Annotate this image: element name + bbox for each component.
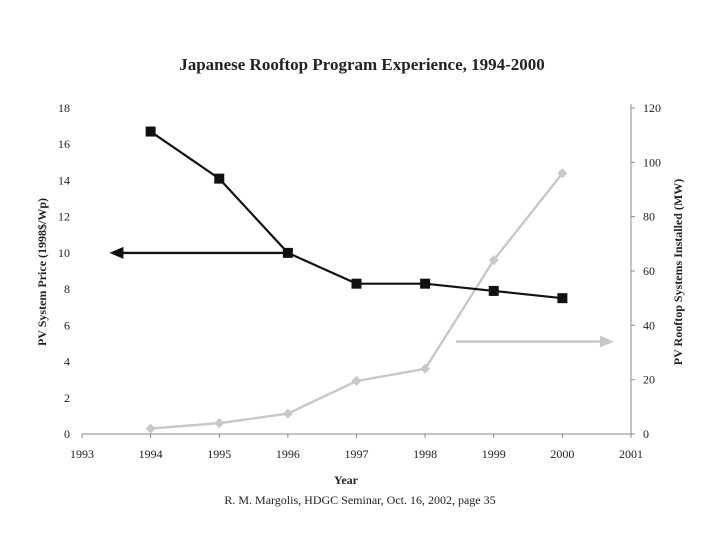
- installed-point: [214, 418, 225, 429]
- y-tick-label: 2: [64, 391, 70, 405]
- price-point: [488, 285, 499, 296]
- y2-tick-label: 20: [643, 373, 655, 387]
- x-axis-label: Year: [334, 473, 359, 487]
- y-tick-label: 6: [64, 318, 70, 332]
- y-tick-label: 10: [58, 246, 70, 260]
- x-tick-label: 1997: [345, 447, 369, 461]
- x-tick-label: 1995: [207, 447, 231, 461]
- installed-point: [351, 376, 362, 387]
- y2-tick-label: 60: [643, 264, 655, 278]
- x-tick-label: 1993: [70, 447, 94, 461]
- left-axis-ticks: 0 2 4 6 8 10 12 14 16 18: [58, 101, 70, 441]
- y-tick-label: 14: [58, 173, 70, 187]
- series-price: [145, 126, 568, 304]
- annotation-arrows: [109, 246, 614, 348]
- y2-tick-label: 120: [643, 101, 661, 115]
- price-point: [351, 278, 362, 289]
- installed-point: [557, 168, 568, 179]
- series-installed: [145, 168, 568, 434]
- price-point: [214, 173, 225, 184]
- x-tick-label: 2001: [619, 447, 643, 461]
- x-tick-label: 2000: [550, 447, 574, 461]
- y-tick-label: 4: [64, 355, 70, 369]
- x-tick-label: 1999: [482, 447, 506, 461]
- installed-point: [282, 408, 293, 419]
- x-tick-label: 1996: [276, 447, 300, 461]
- installed-point: [145, 423, 156, 434]
- y-tick-label: 16: [58, 137, 70, 151]
- y2-tick-label: 100: [643, 155, 661, 169]
- axes: [82, 104, 635, 435]
- x-tick-label: 1998: [413, 447, 437, 461]
- installed-point: [488, 255, 499, 266]
- y2-tick-label: 40: [643, 318, 655, 332]
- y2-tick-label: 0: [643, 427, 649, 441]
- y-tick-label: 18: [58, 101, 70, 115]
- y-tick-label: 0: [64, 427, 70, 441]
- y2-axis-label: PV Rooftop Systems Installed (MW): [671, 179, 685, 365]
- price-line: [150, 130, 563, 300]
- y-tick-label: 12: [58, 210, 70, 224]
- right-axis-ticks: 0 20 40 60 80 100 120: [631, 101, 661, 441]
- price-point: [557, 293, 568, 304]
- y-axis-label: PV System Price (1998$/Wp): [35, 198, 49, 346]
- chart-title: Japanese Rooftop Program Experience, 199…: [179, 55, 545, 74]
- installed-line: [150, 172, 564, 430]
- footer-citation: R. M. Margolis, HDGC Seminar, Oct. 16, 2…: [224, 493, 496, 507]
- price-point: [420, 278, 431, 289]
- arrow-right-icon: [599, 335, 614, 348]
- x-axis-ticks: 1993 1994 1995 1996 1997 1998 1999 2000 2001: [70, 434, 643, 461]
- installed-point: [420, 363, 431, 374]
- y-tick-label: 8: [64, 282, 70, 296]
- price-point: [145, 126, 156, 137]
- arrow-left-icon: [109, 246, 124, 259]
- x-tick-label: 1994: [139, 447, 163, 461]
- y2-tick-label: 80: [643, 210, 655, 224]
